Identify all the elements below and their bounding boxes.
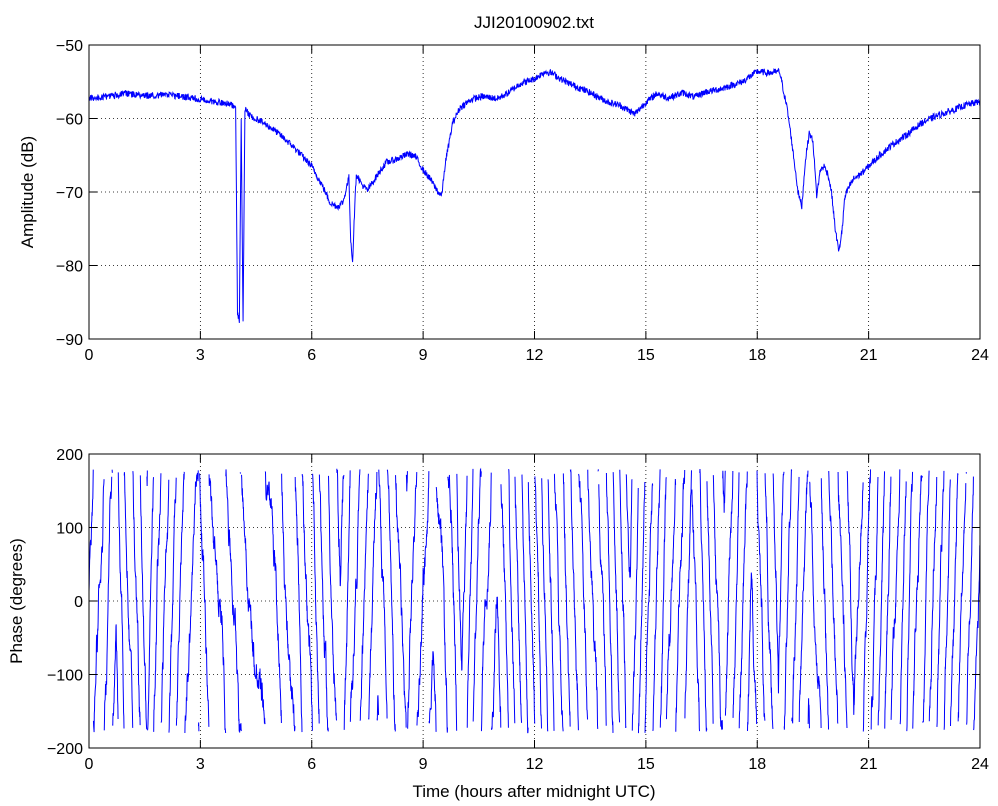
amplitude-x-tick-label: 15 [637, 347, 655, 364]
phase-y-tick-label: −100 [47, 668, 83, 685]
phase-y-tick-label: 200 [56, 447, 83, 464]
amplitude-x-tick-label: 6 [307, 347, 316, 364]
phase-x-tick-label: 18 [748, 756, 766, 773]
amplitude-x-tick-labels: 0 3 6 9 12 15 18 21 24 [85, 347, 989, 364]
phase-x-tick-label: 21 [860, 756, 878, 773]
amplitude-x-tick-label: 0 [85, 347, 94, 364]
amplitude-y-tick-label: −50 [56, 38, 83, 55]
amplitude-y-tick-label: −90 [56, 332, 83, 349]
amplitude-y-tick-label: −70 [56, 185, 83, 202]
phase-x-tick-label: 3 [196, 756, 205, 773]
phase-panel: 0 3 6 9 12 15 18 21 24 −200 −100 0 100 200 Phase (de… [7, 447, 989, 801]
phase-x-tick-labels: 0 3 6 9 12 15 18 21 24 [85, 756, 989, 773]
amplitude-panel: JJI20100902.txt 0 3 6 9 12 15 18 21 24 −90 −80 −70… [18, 13, 989, 364]
phase-y-tick-labels: −200 −100 0 100 200 [47, 447, 83, 758]
amplitude-x-tick-label: 12 [526, 347, 544, 364]
phase-series-line [88, 467, 981, 734]
phase-x-tick-label: 6 [307, 756, 316, 773]
amplitude-series-line [88, 67, 981, 323]
amplitude-x-tick-label: 9 [419, 347, 428, 364]
amplitude-y-tick-labels: −90 −80 −70 −60 −50 [56, 38, 83, 349]
amplitude-y-axis-label: Amplitude (dB) [18, 136, 37, 248]
amplitude-y-tick-label: −60 [56, 112, 83, 129]
amplitude-y-tick-label: −80 [56, 259, 83, 276]
phase-x-tick-label: 24 [971, 756, 989, 773]
amplitude-x-tick-label: 21 [860, 347, 878, 364]
phase-ticks [88, 453, 981, 749]
phase-y-axis-label: Phase (degrees) [7, 538, 26, 664]
amplitude-ticks [88, 44, 981, 340]
phase-x-tick-label: 9 [419, 756, 428, 773]
phase-y-tick-label: 0 [74, 594, 83, 611]
figure-title: JJI20100902.txt [474, 13, 594, 32]
amplitude-x-tick-label: 3 [196, 347, 205, 364]
phase-x-tick-label: 0 [85, 756, 94, 773]
phase-trace-layer [88, 467, 981, 734]
amplitude-trace-layer [88, 67, 981, 323]
x-axis-label: Time (hours after midnight UTC) [412, 782, 655, 801]
phase-x-tick-label: 15 [637, 756, 655, 773]
amplitude-x-tick-label: 18 [748, 347, 766, 364]
phase-x-tick-label: 12 [526, 756, 544, 773]
phase-y-tick-label: −200 [47, 741, 83, 758]
amplitude-x-tick-label: 24 [971, 347, 989, 364]
phase-y-tick-label: 100 [56, 521, 83, 538]
